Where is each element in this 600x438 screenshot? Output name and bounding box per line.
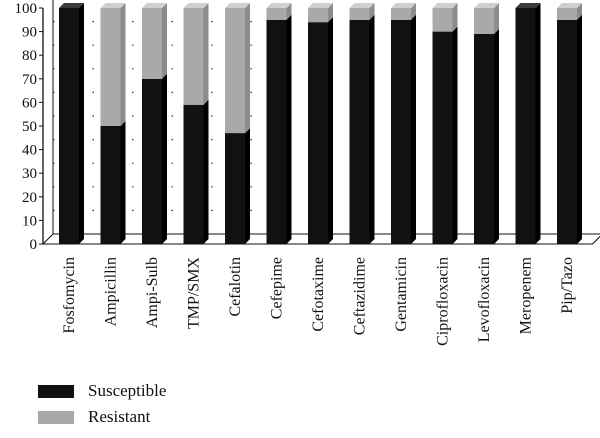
bar-segment-susceptible <box>474 33 494 245</box>
bar-side-resistant <box>245 3 250 134</box>
bar-top-cap <box>225 3 250 8</box>
bar-segment-susceptible <box>100 126 121 244</box>
x-tick-label: Ciprofloxacin <box>435 257 452 346</box>
bar-side-susceptible <box>452 26 458 244</box>
y-tick-label: 80 <box>22 48 37 64</box>
y-tick-label: 10 <box>22 213 37 229</box>
bar-top-cap <box>142 3 167 8</box>
bar-segment-resistant <box>183 8 204 105</box>
bar-side-resistant <box>369 3 375 20</box>
bar-top-cap <box>349 3 375 8</box>
bar-top-cap <box>100 3 126 8</box>
x-tick-label: Levofloxacin <box>476 257 493 342</box>
y-tick-label: 100 <box>15 1 38 17</box>
bar-segment-resistant <box>349 8 370 20</box>
bar-segment-susceptible <box>59 8 79 244</box>
bar-side-susceptible <box>286 14 292 244</box>
y-tick-label: 60 <box>22 95 37 111</box>
bar-top-cap <box>391 3 416 8</box>
bar-side-susceptible <box>328 17 333 244</box>
x-tick-label: Ampi-Sulb <box>144 257 161 328</box>
bar-segment-resistant <box>432 8 453 32</box>
bar-top-cap <box>474 3 499 8</box>
bar-segment-resistant <box>391 8 411 20</box>
bar-segment-susceptible <box>391 19 411 244</box>
x-tick-label: Cefepime <box>269 257 286 319</box>
bar-segment-susceptible <box>557 19 577 244</box>
bar-side-susceptible <box>162 73 167 244</box>
bar-side-resistant <box>203 3 209 105</box>
bar-segment-resistant <box>225 8 245 134</box>
legend-swatch-susceptible <box>38 384 74 398</box>
legend-item-resistant: Resistant <box>38 404 166 430</box>
bar-side-susceptible <box>203 99 209 244</box>
bar-side-resistant <box>328 3 333 23</box>
bar-side-susceptible <box>120 121 126 244</box>
x-tick-label: TMP/SMX <box>186 257 203 329</box>
bar-segment-susceptible <box>183 104 204 244</box>
x-tick-label: Meropenem <box>518 256 535 334</box>
bar-side-susceptible <box>369 14 375 244</box>
y-tick-label: 40 <box>22 143 37 159</box>
bar-side-susceptible <box>535 3 541 244</box>
y-tick-label: 70 <box>22 72 37 88</box>
bar-top-cap <box>432 3 458 8</box>
bar-top-cap <box>515 3 541 8</box>
bar-side-susceptible <box>79 3 84 244</box>
x-tick-label: Pip/Tazo <box>559 257 576 314</box>
bar-segment-susceptible <box>349 19 370 244</box>
legend: Susceptible Resistant <box>38 378 166 430</box>
bar-top-cap <box>557 3 582 8</box>
bar-side-resistant <box>452 3 458 32</box>
y-tick-label: 30 <box>22 166 37 182</box>
bar-side-resistant <box>411 3 416 20</box>
bar-top-cap <box>59 3 84 8</box>
x-tick-label: Cefalotin <box>227 257 244 317</box>
bar-segment-resistant <box>557 8 577 20</box>
bar-segment-susceptible <box>266 19 287 244</box>
x-tick-label: Ceftazidime <box>352 257 369 335</box>
bar-segment-susceptible <box>515 8 536 244</box>
bar-side-susceptible <box>245 128 250 244</box>
bar-segment-resistant <box>100 8 121 126</box>
bar-top-cap <box>308 3 333 8</box>
bar-side-resistant <box>577 3 582 20</box>
y-tick-label: 50 <box>22 119 37 135</box>
bar-top-cap <box>266 3 292 8</box>
bar-segment-resistant <box>308 8 328 23</box>
bar-segment-susceptible <box>308 22 328 244</box>
bar-side-resistant <box>162 3 167 79</box>
bar-side-susceptible <box>411 14 416 244</box>
legend-item-susceptible: Susceptible <box>38 378 166 404</box>
legend-swatch-resistant <box>38 410 74 424</box>
y-tick-label: 90 <box>22 25 37 41</box>
legend-label-susceptible: Susceptible <box>88 381 167 400</box>
bar-segment-resistant <box>142 8 162 79</box>
bar-segment-susceptible <box>142 78 162 244</box>
x-tick-label: Ampicillin <box>103 257 120 326</box>
bar-segment-resistant <box>474 8 494 34</box>
y-tick-label: 0 <box>30 237 38 253</box>
bar-side-resistant <box>494 3 499 34</box>
x-tick-label: Fosfomycin <box>61 257 78 333</box>
bar-top-cap <box>183 3 209 8</box>
bar-side-resistant <box>120 3 126 126</box>
x-tick-label: Gentamicin <box>393 257 410 332</box>
bar-segment-susceptible <box>432 31 453 244</box>
bar-segment-susceptible <box>225 133 245 244</box>
y-tick-label: 20 <box>22 190 37 206</box>
bar-segment-resistant <box>266 8 287 20</box>
x-tick-label: Cefotaxime <box>310 257 327 332</box>
legend-label-resistant: Resistant <box>88 407 151 426</box>
bar-side-susceptible <box>577 14 582 244</box>
bar-side-susceptible <box>494 28 499 245</box>
bar-side-resistant <box>286 3 292 20</box>
